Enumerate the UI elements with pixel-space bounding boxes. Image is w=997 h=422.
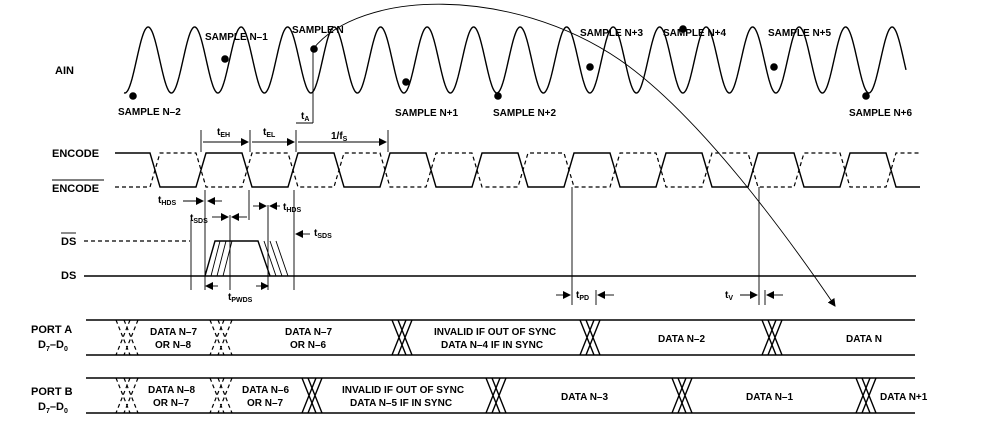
encode-dashed-waveform [115, 152, 920, 188]
ds-bar-label: DS [61, 236, 76, 248]
port-a-seg1-line1: DATA N–7 [150, 327, 197, 338]
port-b-seg1-line1: DATA N–8 [148, 385, 195, 396]
sample-dot-4 [494, 92, 502, 100]
port-a-seg2-line1: DATA N–7 [285, 327, 332, 338]
t-el-label: tEL [263, 127, 276, 139]
ds-label: DS [61, 270, 76, 282]
t-hds-1-label: tHDS [158, 195, 176, 207]
ain-label: AIN [55, 65, 74, 77]
sample-label-n-2: SAMPLE N–2 [118, 107, 181, 118]
sample-label-n: SAMPLE N [292, 25, 344, 36]
encode-label: ENCODE [52, 148, 99, 160]
t-pwds-label: tPWDS [228, 292, 253, 304]
port-a-bits-label: D7–D0 [38, 339, 68, 353]
sample-label-n+2: SAMPLE N+2 [493, 108, 557, 119]
port-a-bus [86, 319, 915, 356]
t-eh-label: tEH [217, 127, 230, 139]
port-b-seg2-line2: OR N–7 [247, 398, 284, 409]
sample-label-n+1: SAMPLE N+1 [395, 108, 459, 119]
pipeline-arrow [312, 3, 836, 307]
t-hds-2-label: tHDS [283, 202, 301, 214]
port-b-bits-label: D7–D0 [38, 401, 68, 415]
port-b-label: PORT B [31, 386, 73, 398]
sample-label-n+3: SAMPLE N+3 [580, 28, 644, 39]
ain-waveform [123, 26, 907, 94]
sample-dot-6 [679, 25, 687, 33]
sample-label-n+4: SAMPLE N+4 [663, 28, 727, 39]
t-a-label: tA [301, 111, 309, 123]
sample-label-n-1: SAMPLE N–1 [205, 32, 268, 43]
port-a-seg4: DATA N–2 [658, 334, 705, 345]
one-over-fs-label: 1/fS [331, 131, 348, 143]
sample-dot-8 [862, 92, 870, 100]
port-a-label: PORT A [31, 324, 72, 336]
port-b-seg3-line1: INVALID IF OUT OF SYNC [342, 385, 464, 396]
t-pd-label: tPD [576, 290, 589, 302]
sample-label-n+5: SAMPLE N+5 [768, 28, 832, 39]
port-a-seg1-line2: OR N–8 [155, 340, 192, 351]
t-v-label: tV [725, 290, 733, 302]
sample-dot-0 [129, 92, 137, 100]
port-b-seg2-line1: DATA N–6 [242, 385, 289, 396]
port-b-seg6: DATA N+1 [880, 392, 928, 403]
sample-points [129, 25, 870, 100]
port-b-seg4: DATA N–3 [561, 392, 608, 403]
sample-dot-5 [586, 63, 594, 71]
sample-label-n+6: SAMPLE N+6 [849, 108, 913, 119]
port-b-bus [86, 377, 915, 414]
sample-dot-7 [770, 63, 778, 71]
port-a-seg3-line1: INVALID IF OUT OF SYNC [434, 327, 556, 338]
sample-dot-3 [402, 78, 410, 86]
t-sds-1-label: tSDS [190, 213, 208, 225]
t-sds-2-label: tSDS [314, 228, 332, 240]
port-a-seg2-line2: OR N–6 [290, 340, 327, 351]
port-a-seg3-line2: DATA N–4 IF IN SYNC [441, 340, 543, 351]
port-b-seg5: DATA N–1 [746, 392, 793, 403]
ds-pulse [204, 240, 289, 277]
sample-dot-2 [310, 45, 318, 53]
port-a-seg5: DATA N [846, 334, 882, 345]
port-b-seg3-line2: DATA N–5 IF IN SYNC [350, 398, 452, 409]
encode-bar-label: ENCODE [52, 183, 99, 195]
port-b-seg1-line2: OR N–7 [153, 398, 190, 409]
sample-dot-1 [221, 55, 229, 63]
